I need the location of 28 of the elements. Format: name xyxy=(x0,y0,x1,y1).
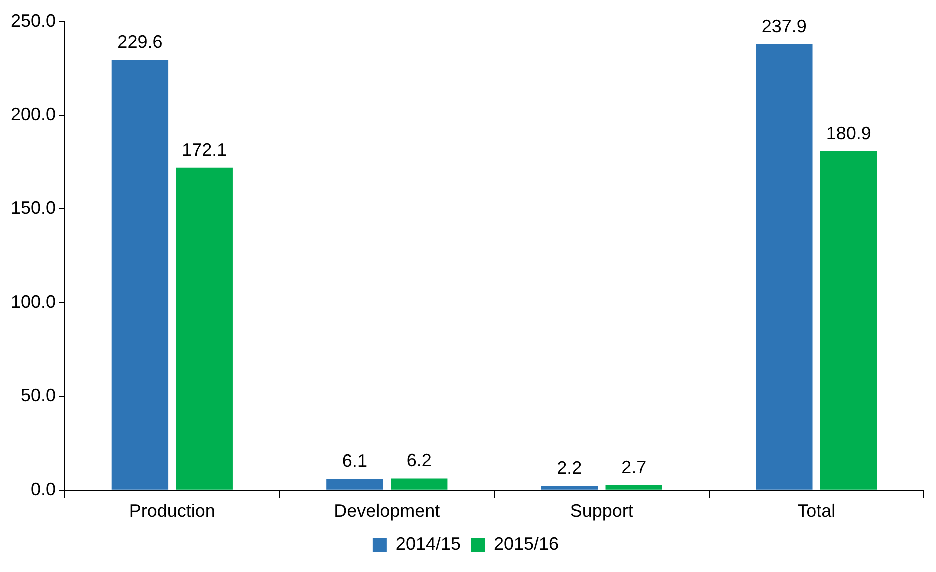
data-label: 172.1 xyxy=(182,140,228,160)
legend-label: 2015/16 xyxy=(494,534,560,554)
x-tick-label: Development xyxy=(334,501,440,522)
bar xyxy=(756,44,813,490)
data-label: 2.7 xyxy=(622,457,647,478)
bar xyxy=(820,151,878,490)
bar xyxy=(176,168,233,490)
data-label: 6.1 xyxy=(342,450,368,471)
bar xyxy=(391,478,448,490)
data-label: 237.9 xyxy=(762,16,807,36)
y-tick-label: 0.0 xyxy=(31,479,56,500)
y-tick-label: 100.0 xyxy=(10,292,56,312)
y-tick-label: 200.0 xyxy=(10,104,56,124)
legend-label: 2014/15 xyxy=(396,534,462,554)
y-tick-label: 150.0 xyxy=(10,198,56,218)
y-tick-label: 250.0 xyxy=(10,10,56,31)
x-tick-label: Production xyxy=(129,501,216,522)
bar xyxy=(606,485,662,490)
data-label: 180.9 xyxy=(826,123,872,144)
y-tick-label: 50.0 xyxy=(20,386,56,406)
x-tick-label: Total xyxy=(798,501,836,522)
x-tick-label: Support xyxy=(570,501,634,522)
data-label: 6.2 xyxy=(406,450,432,471)
bar xyxy=(112,60,169,490)
data-label: 2.2 xyxy=(557,458,582,478)
data-label: 229.6 xyxy=(118,32,163,52)
bar xyxy=(541,486,598,490)
bar xyxy=(326,478,384,490)
